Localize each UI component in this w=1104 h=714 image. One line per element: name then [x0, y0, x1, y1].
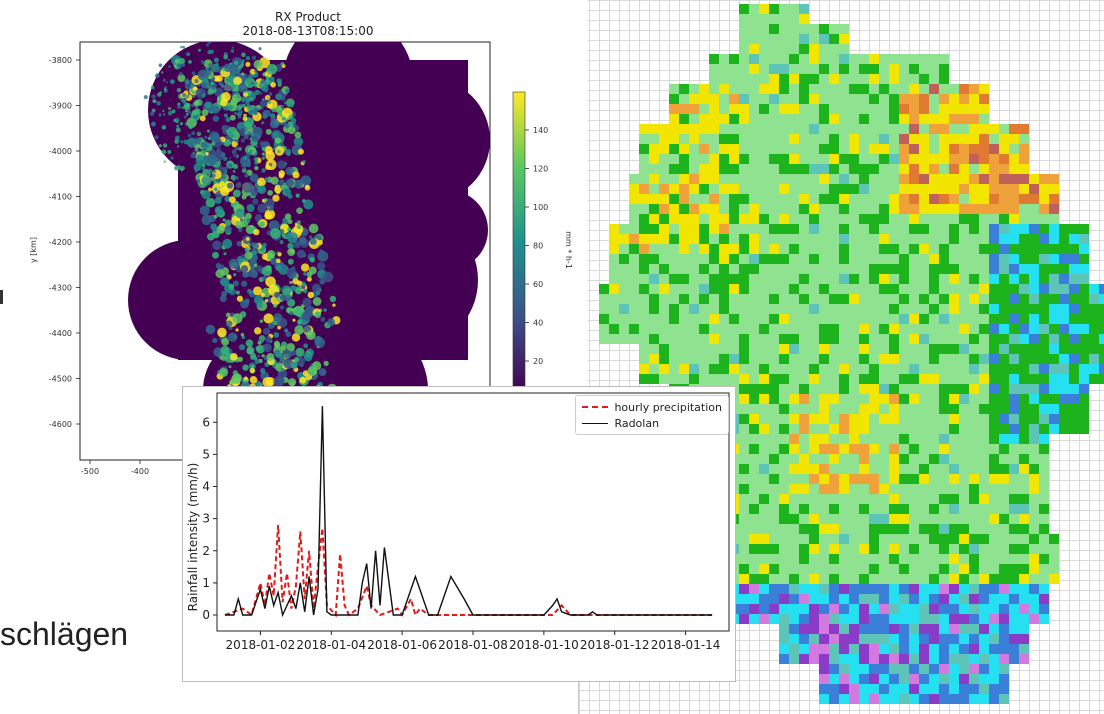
- radar-y-tick-label: -4600: [49, 420, 72, 429]
- series-line-radolan: [225, 406, 713, 618]
- radar-y-tick-label: -4500: [49, 375, 72, 384]
- colorbar-tick-label: 80: [533, 242, 543, 251]
- timeseries-y-tick-label: 5: [202, 447, 210, 461]
- timeseries-x-tick-label: 2018-01-08: [438, 638, 508, 652]
- colorbar-tick-label: 120: [533, 165, 548, 174]
- colorbar-tick-label: 140: [533, 126, 548, 135]
- legend-swatch-solid-black: [582, 422, 609, 424]
- timeseries-x-tick-label: 2018-01-12: [580, 638, 650, 652]
- radar-subtitle: 2018-08-13T08:15:00: [242, 24, 374, 38]
- timeseries-y-tick-label: 1: [202, 576, 210, 590]
- timeseries-y-tick-label: 0: [202, 608, 210, 622]
- radar-x-tick-label: -400: [131, 467, 149, 476]
- radar-colorbar: [512, 91, 526, 393]
- legend-swatch-dashed-red: [582, 406, 609, 408]
- timeseries-y-tick-label: 2: [202, 544, 210, 558]
- colorbar-tick-label: 40: [533, 319, 543, 328]
- radar-title: RX Product: [275, 10, 341, 24]
- radar-y-tick-label: -4000: [49, 147, 72, 156]
- radar-colorbar-label: mm * h-1: [564, 231, 573, 269]
- colorbar-tick-label: 60: [533, 280, 543, 289]
- timeseries-x-tick-label: 2018-01-02: [226, 638, 296, 652]
- timeseries-y-tick-label: 6: [202, 415, 210, 429]
- timeseries-y-tick-label: 3: [202, 512, 210, 526]
- radar-y-tick-label: -3900: [49, 102, 72, 111]
- timeseries-y-axis: 0 1 2 3 4 5 6: [202, 415, 217, 622]
- timeseries-legend: hourly precipitation Radolan: [575, 395, 729, 435]
- timeseries-x-axis: 2018-01-02 2018-01-04 2018-01-06 2018-01-08…: [226, 631, 721, 652]
- radar-x-axis: -500-400-30: [81, 460, 197, 476]
- slide-bullet-fragment: [0, 290, 3, 304]
- radar-y-tick-label: -3800: [49, 56, 72, 65]
- radar-y-tick-label: -4300: [49, 284, 72, 293]
- radar-y-label: y [km]: [29, 237, 38, 263]
- legend-item-hourly-precipitation: hourly precipitation: [582, 399, 722, 415]
- legend-label-hourly-precipitation: hourly precipitation: [614, 400, 722, 414]
- legend-item-radolan: Radolan: [582, 415, 722, 431]
- timeseries-y-tick-label: 4: [202, 480, 210, 494]
- grid-map-canvas: [599, 4, 1104, 704]
- timeseries-x-tick-label: 2018-01-04: [296, 638, 366, 652]
- timeseries-x-tick-label: 2018-01-06: [367, 638, 437, 652]
- timeseries-x-tick-label: 2018-01-14: [651, 638, 721, 652]
- legend-label-radolan: Radolan: [614, 416, 660, 430]
- colorbar-tick-label: 100: [533, 203, 548, 212]
- timeseries-lines: [224, 406, 713, 618]
- radar-y-tick-label: -4200: [49, 238, 72, 247]
- germany-precipitation-grid-map: [578, 0, 1104, 714]
- radar-y-tick-label: -4100: [49, 193, 72, 202]
- radar-x-tick-label: -500: [81, 467, 99, 476]
- radar-y-tick-label: -4400: [49, 329, 72, 338]
- timeseries-y-label: Rainfall intensity (mm/h): [186, 463, 200, 612]
- radar-colorbar-ticks: 140 120 100 80 60 40 20: [525, 126, 548, 366]
- colorbar-tick-label: 20: [533, 357, 543, 366]
- radar-y-axis: -3800 -3900 -4000 -4100 -4200 -4300 -4400 -4500…: [49, 56, 80, 429]
- slide-text-fragment: schlägen: [0, 616, 129, 652]
- timeseries-x-tick-label: 2018-01-10: [509, 638, 579, 652]
